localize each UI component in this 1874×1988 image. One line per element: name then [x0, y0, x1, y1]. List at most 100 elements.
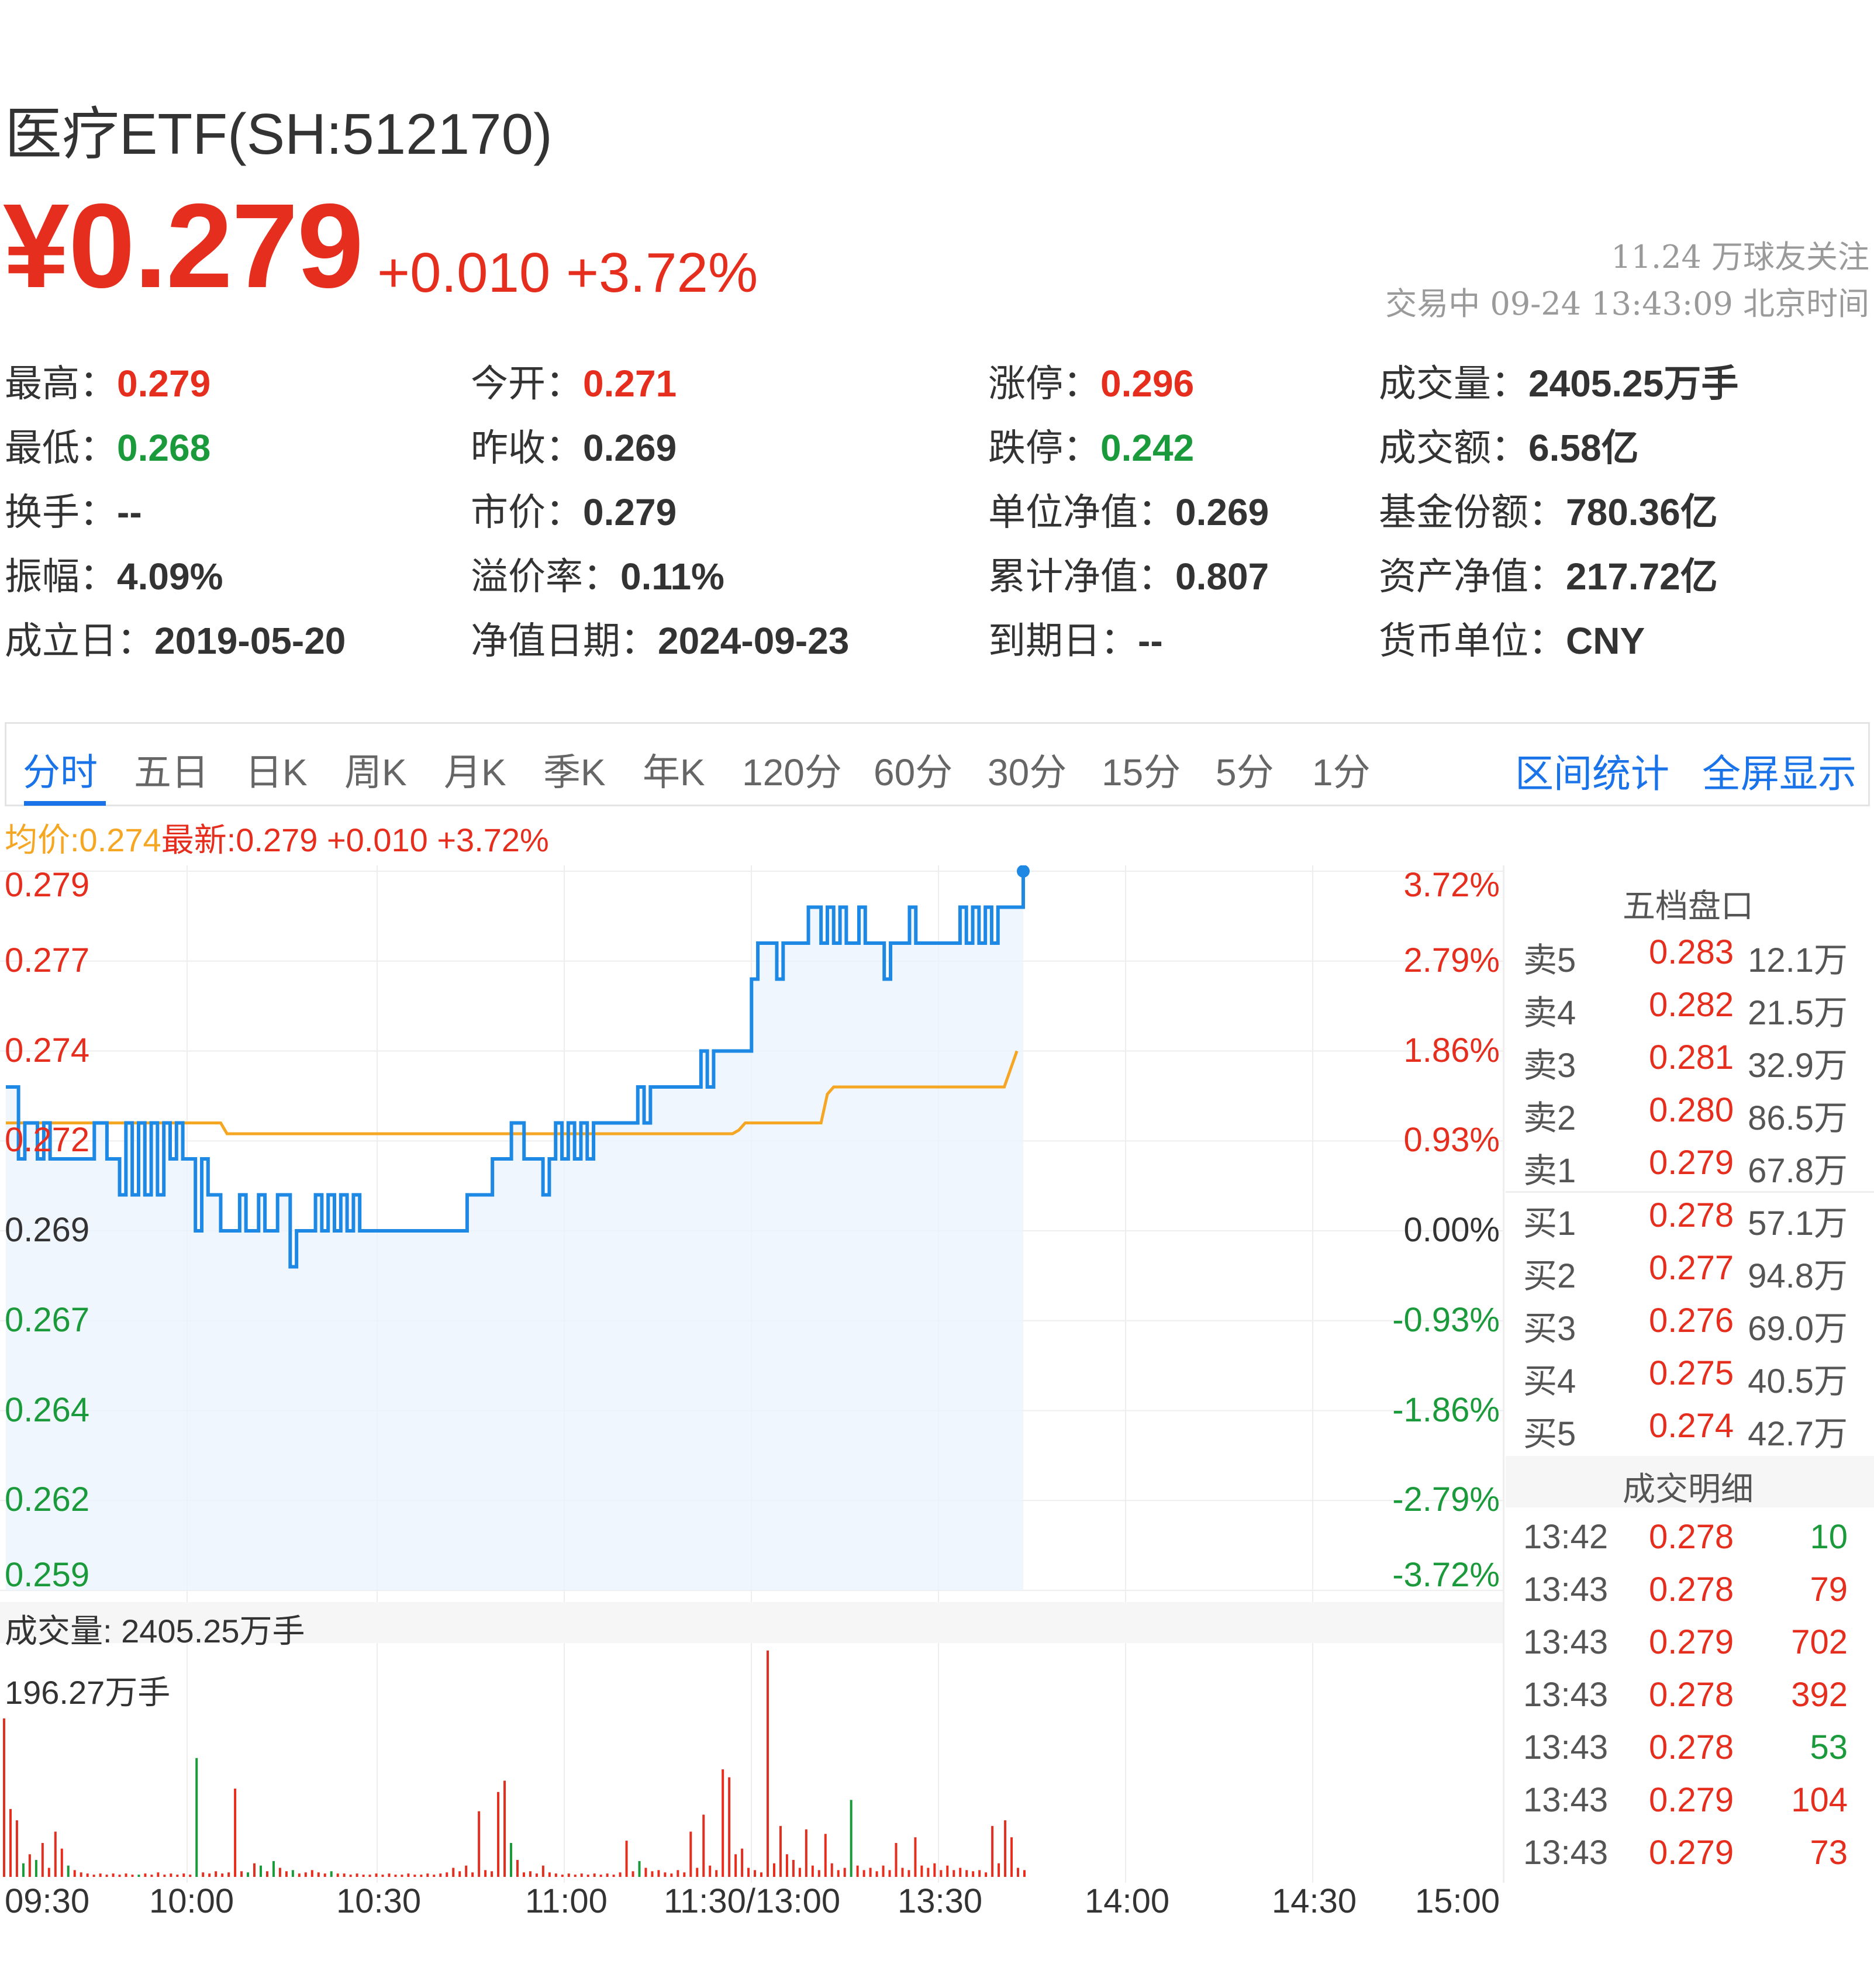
x-time-tick: 10:00: [149, 1882, 234, 1920]
volume-bar: [163, 1875, 166, 1877]
orderbook-volume: 40.5万: [1748, 1362, 1848, 1400]
y-percent-tick: 1.86%: [1403, 1031, 1500, 1069]
fullscreen-button[interactable]: 全屏显示: [1702, 752, 1856, 795]
trade-volume: 702: [1791, 1623, 1848, 1661]
volume-bar: [15, 1820, 18, 1877]
volume-bar: [420, 1875, 423, 1877]
quote-label: 振幅：: [5, 555, 117, 598]
y-percent-tick: -1.86%: [1392, 1390, 1500, 1429]
tab-monthly-k[interactable]: 月K: [444, 751, 506, 793]
y-percent-tick: -3.72%: [1392, 1556, 1500, 1594]
volume-bar: [407, 1873, 410, 1877]
volume-bar: [240, 1871, 243, 1877]
volume-bar: [458, 1871, 461, 1877]
volume-bar: [702, 1814, 705, 1877]
trade-volume: 73: [1810, 1834, 1848, 1872]
x-time-tick: 14:30: [1272, 1882, 1357, 1920]
volume-bar: [895, 1842, 898, 1877]
chart-legend: 均价:0.274最新:0.279 +0.010 +3.72%: [5, 814, 549, 861]
orderbook-volume: 42.7万: [1748, 1415, 1848, 1453]
volume-bar: [599, 1875, 602, 1877]
orderbook-price: 0.276: [1649, 1302, 1734, 1340]
volume-bar: [510, 1842, 513, 1877]
orderbook-volume: 57.1万: [1748, 1204, 1848, 1242]
volume-bar: [837, 1870, 840, 1877]
quote-label: 资产净值：: [1379, 555, 1566, 598]
orderbook-side: 买4: [1523, 1362, 1576, 1400]
orderbook-volume: 94.8万: [1748, 1257, 1848, 1295]
volume-bar: [253, 1863, 256, 1877]
volume-bar: [317, 1872, 320, 1877]
tab-yearly-k[interactable]: 年K: [643, 751, 705, 793]
tab-5min[interactable]: 5分: [1216, 751, 1274, 793]
volume-bar: [952, 1870, 955, 1877]
volume-bar: [60, 1848, 63, 1877]
volume-bar: [541, 1865, 544, 1877]
volume-bar: [869, 1868, 872, 1877]
y-price-tick: 0.262: [5, 1480, 90, 1519]
tab-five-day[interactable]: 五日: [134, 751, 209, 793]
quote-value: 0.269: [583, 427, 677, 469]
volume-bar: [516, 1859, 519, 1877]
orderbook-side: 买2: [1523, 1257, 1576, 1295]
orderbook-side: 卖1: [1523, 1152, 1576, 1190]
volume-bar: [112, 1873, 115, 1877]
quote-label: 单位净值：: [988, 491, 1175, 533]
tab-120min[interactable]: 120分: [742, 751, 842, 793]
trade-volume: 392: [1791, 1676, 1848, 1714]
volume-bar: [798, 1868, 801, 1877]
volume-bar: [817, 1870, 820, 1877]
volume-bar: [664, 1872, 667, 1877]
volume-bar: [1010, 1837, 1013, 1877]
tab-60min[interactable]: 60分: [874, 751, 953, 793]
volume-bar: [388, 1873, 391, 1877]
volume-bar: [606, 1873, 609, 1877]
trade-time: 13:43: [1523, 1623, 1609, 1661]
volume-bar: [830, 1863, 833, 1877]
intraday-chart[interactable]: [0, 865, 1503, 1883]
volume-bar: [265, 1871, 268, 1877]
volume-bar: [67, 1865, 70, 1877]
followers-count: 11.24 万球友关注: [1611, 239, 1869, 275]
volume-bar: [529, 1871, 532, 1877]
tab-1min[interactable]: 1分: [1312, 751, 1371, 793]
tab-daily-k[interactable]: 日K: [245, 751, 308, 793]
volume-bar: [86, 1873, 89, 1877]
volume-bar: [41, 1842, 44, 1877]
quote-item: 资产净值：217.72亿: [1379, 547, 1718, 600]
trade-volume: 104: [1791, 1781, 1848, 1819]
y-percent-tick: 3.72%: [1403, 866, 1500, 904]
trade-time: 13:42: [1523, 1518, 1609, 1556]
volume-bar: [767, 1650, 769, 1877]
quote-value: 6.58亿: [1528, 427, 1639, 469]
volume-bar: [439, 1873, 442, 1877]
quote-value: CNY: [1566, 620, 1645, 662]
quote-label: 到期日：: [988, 620, 1138, 662]
tab-30min[interactable]: 30分: [988, 751, 1067, 793]
latest-price-legend: 最新:0.279 +0.010 +3.72%: [161, 822, 549, 858]
quote-label: 成交量：: [1379, 363, 1528, 405]
tab-quarterly-k[interactable]: 季K: [543, 751, 606, 793]
orderbook-side: 卖5: [1523, 941, 1576, 979]
quote-item: 跌停：0.242: [988, 418, 1194, 472]
volume-bar: [959, 1868, 962, 1877]
volume-bar: [137, 1875, 140, 1877]
quote-value: 217.72亿: [1566, 555, 1718, 598]
volume-bar: [888, 1870, 891, 1877]
volume-bar: [965, 1870, 968, 1877]
volume-bar: [452, 1868, 455, 1877]
volume-bar: [940, 1870, 943, 1877]
volume-bar: [259, 1865, 262, 1877]
quote-item: 成交额：6.58亿: [1379, 418, 1639, 472]
latest-price-dot: [1017, 865, 1030, 878]
tab-15min[interactable]: 15分: [1102, 751, 1181, 793]
quote-value: 0.296: [1100, 363, 1195, 405]
volume-bar: [683, 1872, 686, 1877]
tab-weekly-k[interactable]: 周K: [344, 751, 407, 793]
volume-bar: [208, 1873, 211, 1877]
volume-bar: [1017, 1868, 1020, 1877]
orderbook-volume: 12.1万: [1748, 941, 1848, 979]
tab-intraday[interactable]: 分时: [23, 751, 98, 793]
range-stats-button[interactable]: 区间统计: [1515, 752, 1669, 795]
volume-bar: [779, 1825, 782, 1877]
